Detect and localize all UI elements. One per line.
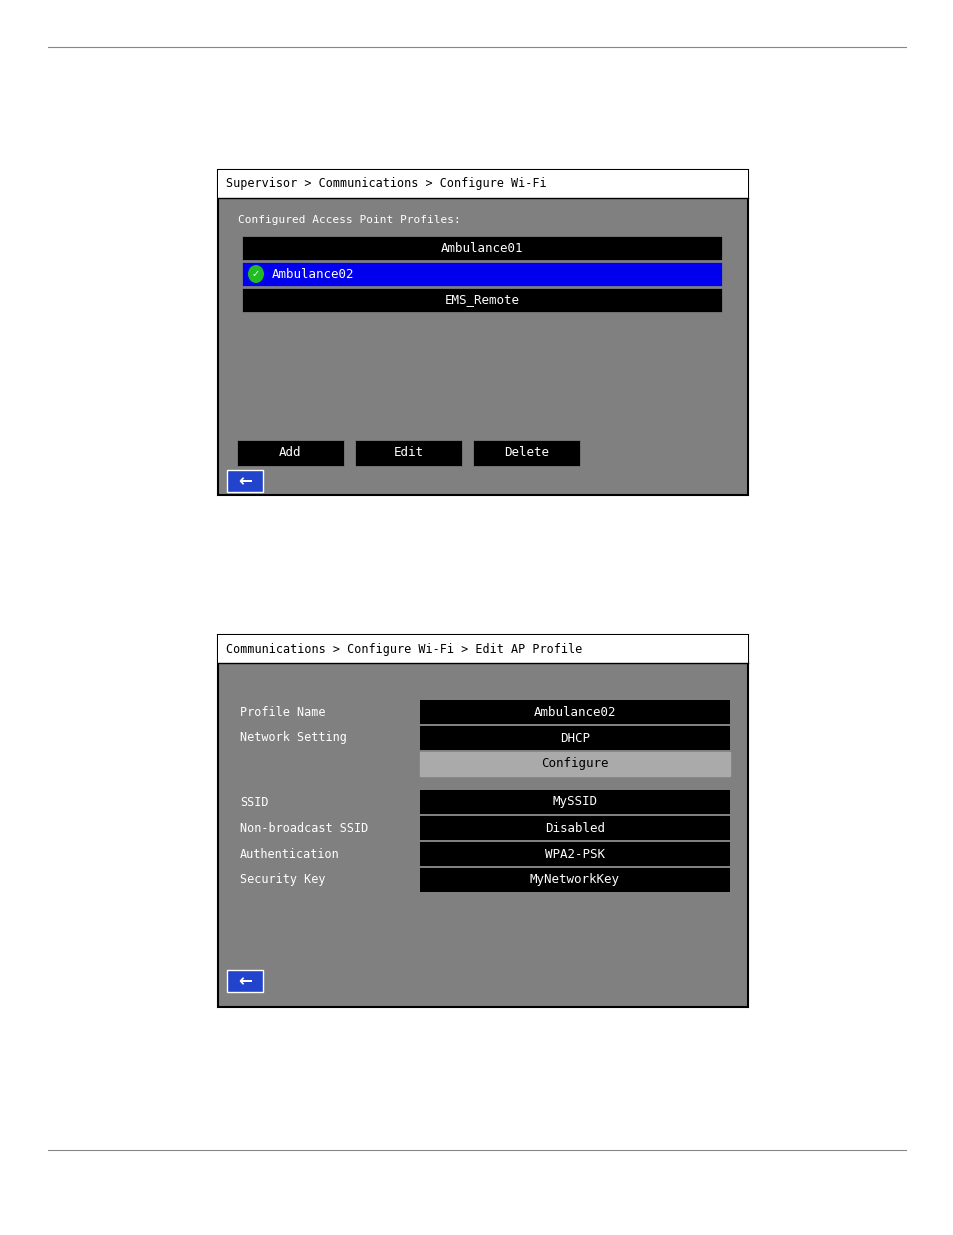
Bar xyxy=(419,790,729,814)
Bar xyxy=(227,969,263,992)
Bar xyxy=(242,288,721,312)
Text: SSID: SSID xyxy=(240,795,268,809)
Bar xyxy=(355,440,461,466)
Text: DHCP: DHCP xyxy=(559,731,589,745)
Bar xyxy=(419,816,729,840)
Text: EMS_Remote: EMS_Remote xyxy=(444,294,519,306)
Text: ←: ← xyxy=(238,472,252,490)
Text: Supervisor > Communications > Configure Wi-Fi: Supervisor > Communications > Configure … xyxy=(226,178,546,190)
Text: Network Setting: Network Setting xyxy=(240,731,347,745)
Text: Ambulance01: Ambulance01 xyxy=(440,242,522,254)
Bar xyxy=(218,170,747,495)
Text: Communications > Configure Wi-Fi > Edit AP Profile: Communications > Configure Wi-Fi > Edit … xyxy=(226,642,581,656)
Bar xyxy=(218,635,747,663)
Bar xyxy=(218,170,747,198)
Text: Add: Add xyxy=(279,447,301,459)
Bar xyxy=(419,868,729,892)
Text: ✓: ✓ xyxy=(252,269,260,279)
Bar xyxy=(419,842,729,866)
Ellipse shape xyxy=(248,266,264,283)
Text: Delete: Delete xyxy=(503,447,548,459)
Text: Security Key: Security Key xyxy=(240,873,325,887)
Text: ←: ← xyxy=(238,972,252,990)
Text: Profile Name: Profile Name xyxy=(240,705,325,719)
Bar xyxy=(227,471,263,492)
Bar xyxy=(419,700,729,724)
Bar xyxy=(242,236,721,261)
Text: WPA2-PSK: WPA2-PSK xyxy=(544,847,604,861)
Bar xyxy=(419,726,729,750)
Text: Non-broadcast SSID: Non-broadcast SSID xyxy=(240,821,368,835)
Text: Edit: Edit xyxy=(393,447,423,459)
Text: Configure: Configure xyxy=(540,757,608,771)
Text: MySSID: MySSID xyxy=(552,795,597,809)
Bar xyxy=(218,635,747,1007)
Text: Ambulance02: Ambulance02 xyxy=(533,705,616,719)
Bar xyxy=(242,262,721,287)
Text: MyNetworkKey: MyNetworkKey xyxy=(530,873,619,887)
Text: Ambulance02: Ambulance02 xyxy=(272,268,355,280)
Text: Disabled: Disabled xyxy=(544,821,604,835)
Text: Configured Access Point Profiles:: Configured Access Point Profiles: xyxy=(237,215,460,225)
Text: Authentication: Authentication xyxy=(240,847,339,861)
Bar xyxy=(236,440,344,466)
Bar xyxy=(419,752,729,776)
Bar xyxy=(473,440,579,466)
